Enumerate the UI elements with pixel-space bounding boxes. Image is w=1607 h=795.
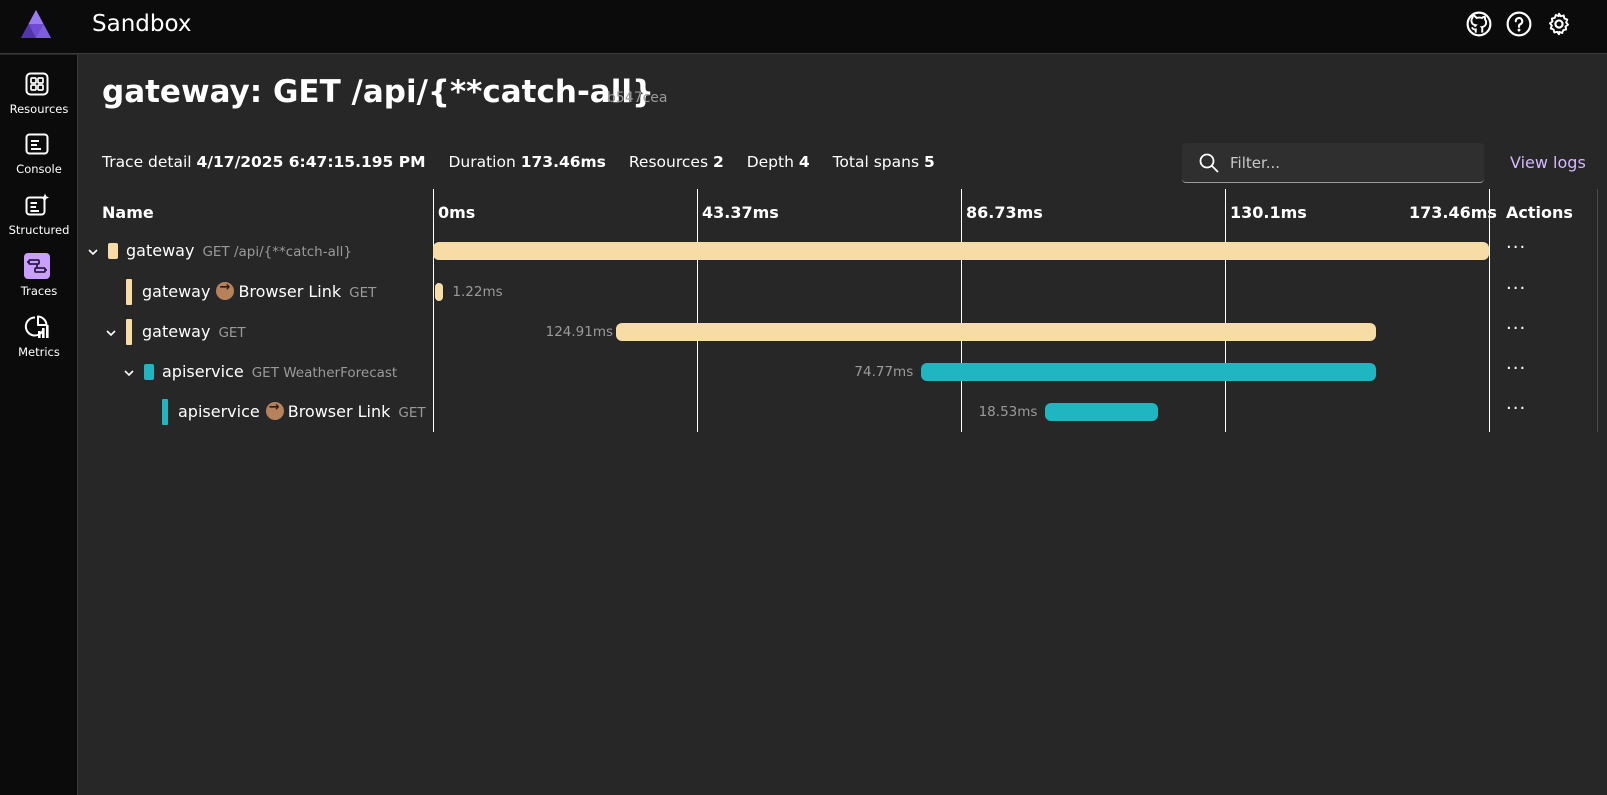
- span-actions-button[interactable]: ···: [1506, 358, 1527, 379]
- span-actions-button[interactable]: ···: [1506, 237, 1527, 258]
- span-service: apiservice: [178, 402, 260, 421]
- span-operation: GET: [218, 325, 246, 341]
- trace-id-short: b547cea: [607, 90, 668, 106]
- span-name[interactable]: gateway GET: [142, 322, 246, 341]
- sidebar-item-traces[interactable]: Traces: [0, 246, 78, 304]
- trace-detail-group: Trace detail 4/17/2025 6:47:15.195 PM: [102, 153, 426, 171]
- traces-icon: [24, 253, 50, 279]
- duration-label: Duration: [448, 153, 516, 171]
- arrow-right-icon: [265, 400, 284, 420]
- column-separator: [1597, 189, 1598, 432]
- sidebar: Resources Console Structured Traces: [0, 55, 78, 795]
- aspire-logo-icon[interactable]: [20, 9, 52, 39]
- span-duration-label: 18.53ms: [978, 404, 1038, 420]
- top-bar: Sandbox: [0, 0, 1607, 54]
- sidebar-item-label: Traces: [20, 284, 58, 298]
- help-icon[interactable]: [1506, 11, 1532, 37]
- span-operation: GET: [349, 285, 377, 301]
- span-service: gateway: [142, 282, 211, 301]
- sidebar-item-metrics[interactable]: Metrics: [0, 307, 78, 365]
- duration-value: 173.46ms: [520, 153, 606, 171]
- span-operation: GET: [398, 405, 426, 421]
- span-color-bar: [126, 319, 132, 345]
- resources-value: 2: [712, 153, 724, 171]
- total-spans-group: Total spans 5: [833, 153, 935, 171]
- timeline-gridline: [1225, 189, 1226, 432]
- span-operation: GET WeatherForecast: [251, 365, 398, 381]
- span-actions-button[interactable]: ···: [1506, 318, 1527, 339]
- sidebar-item-resources[interactable]: Resources: [0, 64, 78, 122]
- trace-detail-value: 4/17/2025 6:47:15.195 PM: [196, 153, 426, 171]
- span-name[interactable]: gateway Browser Link GET: [142, 280, 377, 301]
- timeline-tick-label: 86.73ms: [966, 203, 1043, 222]
- console-icon: [25, 133, 49, 155]
- column-header-name: Name: [102, 203, 154, 222]
- span-bar[interactable]: [921, 363, 1377, 381]
- timeline-tick-label: 0ms: [438, 203, 476, 222]
- resource-icon: [108, 243, 118, 259]
- settings-icon[interactable]: [1546, 11, 1572, 37]
- span-service: gateway: [126, 241, 195, 260]
- trace-detail-label: Trace detail: [102, 153, 192, 171]
- span-duration-label: 1.22ms: [452, 284, 503, 300]
- span-bar[interactable]: [435, 283, 444, 301]
- resources-label: Resources: [628, 153, 709, 171]
- chevron-down-icon[interactable]: [86, 245, 100, 259]
- chevron-down-icon[interactable]: [122, 366, 136, 380]
- resources-icon: [25, 72, 49, 96]
- resource-icon: [144, 364, 154, 380]
- depth-group: Depth 4: [747, 153, 810, 171]
- view-logs-link[interactable]: View logs: [1510, 153, 1586, 172]
- span-duration-label: 74.77ms: [854, 364, 914, 380]
- search-icon: [1199, 153, 1219, 173]
- total-spans-label: Total spans: [832, 153, 920, 171]
- depth-label: Depth: [746, 153, 794, 171]
- span-color-bar: [126, 279, 132, 305]
- span-peer: Browser Link: [287, 402, 391, 421]
- app-title: Sandbox: [92, 11, 192, 37]
- span-bar[interactable]: [433, 242, 1489, 260]
- column-header-actions: Actions: [1506, 203, 1573, 222]
- timeline-gridline: [1489, 189, 1490, 432]
- page-title: gateway: GET /api/{**catch-all}: [102, 74, 655, 110]
- span-service: gateway: [142, 322, 211, 341]
- sidebar-item-console[interactable]: Console: [0, 124, 78, 182]
- span-actions-button[interactable]: ···: [1506, 278, 1527, 299]
- trace-summary: Trace detail 4/17/2025 6:47:15.195 PM Du…: [102, 153, 953, 171]
- timeline-gridline: [697, 189, 698, 432]
- sidebar-item-label: Metrics: [18, 345, 60, 359]
- arrow-right-icon: [216, 280, 235, 300]
- timeline-tick-label: 43.37ms: [702, 203, 779, 222]
- duration-group: Duration 173.46ms: [448, 153, 605, 171]
- timeline-tick-label: 130.1ms: [1230, 203, 1307, 222]
- github-icon[interactable]: [1466, 11, 1492, 37]
- timeline-gridline: [433, 189, 434, 432]
- span-name[interactable]: apiservice GET WeatherForecast: [162, 362, 397, 381]
- span-bar[interactable]: [1045, 403, 1159, 421]
- span-color-bar: [162, 399, 168, 425]
- depth-value: 4: [798, 153, 810, 171]
- sidebar-item-label: Resources: [9, 102, 69, 116]
- filter-box: [1182, 143, 1484, 183]
- span-name[interactable]: apiservice Browser Link GET: [178, 400, 426, 421]
- resources-group: Resources 2: [629, 153, 724, 171]
- span-operation: GET /api/{**catch-all}: [202, 244, 352, 260]
- sidebar-item-label: Console: [16, 162, 62, 176]
- span-actions-button[interactable]: ···: [1506, 398, 1527, 419]
- total-spans-value: 5: [923, 153, 935, 171]
- timeline-gridline: [961, 189, 962, 432]
- metrics-icon: [24, 315, 49, 338]
- timeline-tick-label: 173.46ms: [1409, 203, 1497, 222]
- span-name[interactable]: gateway GET /api/{**catch-all}: [126, 241, 352, 260]
- chevron-down-icon[interactable]: [104, 326, 118, 340]
- sidebar-item-label: Structured: [8, 223, 70, 237]
- span-bar[interactable]: [615, 323, 1377, 341]
- structured-icon: [25, 193, 49, 216]
- filter-input[interactable]: [1230, 152, 1470, 174]
- span-peer: Browser Link: [238, 282, 342, 301]
- span-service: apiservice: [162, 362, 244, 381]
- span-duration-label: 124.91ms: [545, 324, 614, 340]
- sidebar-item-structured[interactable]: Structured: [0, 185, 78, 243]
